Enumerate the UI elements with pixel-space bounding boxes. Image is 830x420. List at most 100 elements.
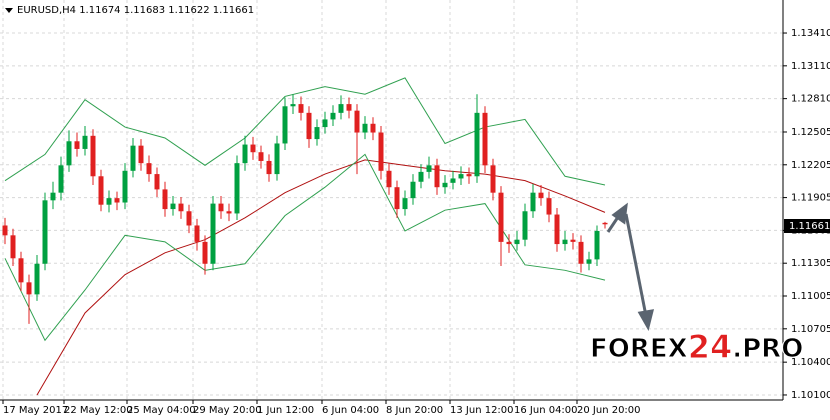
candle-body bbox=[530, 192, 536, 212]
candle-body bbox=[210, 203, 216, 264]
price-box bbox=[784, 219, 830, 233]
last-price: 1.11661 bbox=[789, 221, 830, 232]
y-tick-label: 1.11005 bbox=[791, 291, 830, 302]
candle-body bbox=[66, 141, 72, 166]
candle-body bbox=[146, 163, 152, 175]
candle-body bbox=[394, 187, 400, 210]
candle-body bbox=[594, 230, 600, 260]
x-tick-label: 1 Jun 12:00 bbox=[257, 405, 314, 416]
candle-body bbox=[338, 104, 344, 113]
candle-body bbox=[474, 112, 480, 177]
candle-body bbox=[186, 211, 192, 226]
candle-body bbox=[26, 282, 32, 295]
candle-body bbox=[282, 106, 288, 144]
candle-body bbox=[442, 182, 448, 188]
indicator-line bbox=[4, 153, 606, 342]
candle-body bbox=[514, 239, 520, 245]
y-tick-label: 1.12810 bbox=[791, 94, 830, 105]
watermark-part: FOREX bbox=[590, 334, 688, 364]
candle-body bbox=[130, 145, 136, 171]
candle-body bbox=[546, 198, 552, 215]
candle-body bbox=[122, 170, 128, 203]
candle-body bbox=[178, 203, 184, 212]
candle-body bbox=[266, 160, 272, 175]
x-tick-label: 25 May 04:00 bbox=[127, 405, 196, 416]
candle-body bbox=[578, 241, 584, 264]
candle-body bbox=[450, 178, 456, 183]
candle-body bbox=[386, 170, 392, 188]
y-tick-label: 1.11305 bbox=[791, 258, 830, 269]
candle-body bbox=[570, 239, 576, 242]
y-tick-label: 1.12505 bbox=[791, 127, 830, 138]
candle-body bbox=[50, 192, 56, 201]
candle-body bbox=[314, 127, 320, 140]
candle-body bbox=[498, 192, 504, 242]
x-tick-label: 29 May 20:00 bbox=[193, 405, 262, 416]
title-triangle bbox=[5, 8, 13, 13]
y-tick-label: 1.10705 bbox=[791, 324, 830, 335]
candle-body bbox=[602, 222, 608, 225]
candle-body bbox=[306, 112, 312, 140]
watermark-part: .PRO bbox=[732, 334, 803, 364]
candle-body bbox=[242, 144, 248, 164]
candle-body bbox=[418, 171, 424, 182]
candle-body bbox=[362, 123, 368, 133]
candle-body bbox=[298, 104, 304, 113]
candle-body bbox=[98, 176, 104, 205]
candle-body bbox=[258, 152, 264, 161]
candle-body bbox=[522, 211, 528, 240]
candle-body bbox=[114, 198, 120, 203]
candle-body bbox=[506, 241, 512, 245]
arrow bbox=[606, 202, 655, 331]
x-tick-label: 20 Jun 20:00 bbox=[577, 405, 641, 416]
candle-body bbox=[18, 258, 24, 283]
candle-body bbox=[378, 132, 384, 171]
x-tick-label: 8 Jun 20:00 bbox=[386, 405, 443, 416]
candle-body bbox=[538, 192, 544, 199]
plot-area bbox=[0, 0, 783, 400]
candle-body bbox=[2, 225, 8, 236]
x-tick-label: 6 Jun 04:00 bbox=[322, 405, 379, 416]
watermark-part: 24 bbox=[688, 328, 733, 366]
candle-body bbox=[226, 211, 232, 214]
candle-body bbox=[562, 239, 568, 245]
y-tick-label: 1.13110 bbox=[791, 61, 830, 72]
candle-body bbox=[402, 198, 408, 210]
candle-body bbox=[330, 112, 336, 120]
candle-body bbox=[322, 119, 328, 128]
x-tick-label: 16 Jun 04:00 bbox=[514, 405, 578, 416]
candle-body bbox=[58, 165, 64, 193]
x-tick-label: 22 May 12:00 bbox=[64, 405, 133, 416]
indicator-line bbox=[36, 159, 606, 396]
candle-body bbox=[426, 165, 432, 172]
candle-body bbox=[82, 135, 88, 149]
candle-body bbox=[154, 174, 160, 190]
y-tick-label: 1.10100 bbox=[791, 390, 830, 401]
candle-body bbox=[274, 143, 280, 175]
candle-body bbox=[34, 263, 40, 295]
candle-body bbox=[458, 174, 464, 179]
candle-body bbox=[290, 104, 296, 107]
candle-body bbox=[162, 189, 168, 210]
candle-body bbox=[434, 165, 440, 188]
x-tick-label: 17 May 2017 bbox=[3, 405, 68, 416]
candle-body bbox=[586, 259, 592, 264]
candle-body bbox=[106, 198, 112, 205]
x-tick-label: 13 Jun 12:00 bbox=[450, 405, 514, 416]
candle-body bbox=[466, 174, 472, 177]
chart-title: EURUSD,H4 1.11674 1.11683 1.11622 1.1166… bbox=[17, 5, 254, 16]
candle-body bbox=[42, 200, 48, 264]
candle-body bbox=[410, 181, 416, 199]
candle-body bbox=[218, 203, 224, 212]
candle-body bbox=[170, 203, 176, 210]
candle-body bbox=[250, 144, 256, 153]
candle-body bbox=[554, 214, 560, 245]
candle-body bbox=[482, 112, 488, 166]
candle-body bbox=[138, 145, 144, 164]
candle-body bbox=[202, 241, 208, 264]
candle-body bbox=[194, 225, 200, 242]
candle-body bbox=[234, 163, 240, 214]
y-tick-label: 1.10400 bbox=[791, 357, 830, 368]
y-tick-label: 1.13410 bbox=[791, 28, 830, 39]
